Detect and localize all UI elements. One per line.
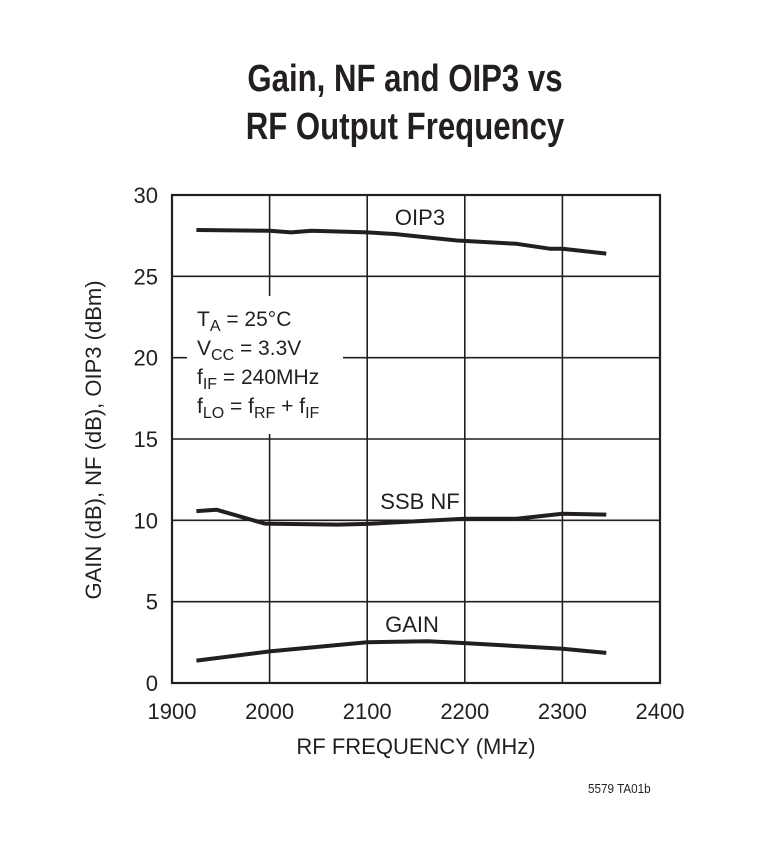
series-line-gain (196, 639, 607, 663)
annotation-sub: IF (203, 376, 217, 393)
y-tick-label: 5 (146, 590, 158, 615)
chart-title-line-1: Gain, NF and OIP3 vs (247, 58, 563, 100)
x-axis-label: RF FREQUENCY (MHz) (296, 734, 535, 759)
series-label: SSB NF (380, 489, 459, 514)
y-tick-label: 30 (134, 183, 158, 208)
series-line-oip3 (196, 228, 607, 256)
annotation-rest2: + f (275, 395, 305, 418)
annotation-sub: A (210, 318, 221, 335)
y-tick-label: 20 (134, 346, 158, 371)
x-tick-label: 2100 (343, 699, 392, 724)
annotation-sub: CC (211, 347, 234, 364)
annotation-line: TA = 25°C (197, 308, 291, 335)
y-tick-label: 10 (134, 508, 158, 533)
y-axis-label: GAIN (dB), NF (dB), OIP3 (dBm) (81, 280, 106, 599)
figure-code: 5579 TA01b (588, 781, 651, 796)
x-tick-label: 2000 (245, 699, 294, 724)
annotation-rest: = 240MHz (217, 366, 319, 389)
annotation-main: f (197, 395, 203, 418)
x-tick-label: 2200 (440, 699, 489, 724)
chart-title-line-2: RF Output Frequency (245, 106, 565, 148)
annotation-main: f (197, 366, 203, 389)
annotation-sub2: RF (254, 405, 276, 422)
x-tick-label: 2300 (538, 699, 587, 724)
annotation-rest: = 3.3V (234, 337, 301, 360)
series-label: GAIN (385, 612, 439, 637)
annotation-main: T (197, 308, 210, 331)
series-line-ssb-nf (196, 507, 607, 527)
y-tick-label: 25 (134, 264, 158, 289)
annotation-line: fIF = 240MHz (197, 366, 319, 393)
annotation-line: fLO = fRF + fIF (197, 395, 320, 422)
annotation-main: V (197, 337, 211, 360)
plot-frame (170, 193, 662, 685)
annotation-line: VCC = 3.3V (197, 337, 301, 364)
annotation-sub3: IF (305, 405, 319, 422)
annotation-rest: = 25°C (221, 308, 292, 331)
y-tick-label: 15 (134, 427, 158, 452)
x-tick-label: 2400 (636, 699, 685, 724)
annotation-background (187, 296, 343, 434)
annotation-rest: = f (224, 395, 254, 418)
series-label: OIP3 (395, 205, 445, 230)
y-tick-label: 0 (146, 671, 158, 696)
annotation-sub: LO (203, 405, 224, 422)
x-tick-label: 1900 (148, 699, 197, 724)
